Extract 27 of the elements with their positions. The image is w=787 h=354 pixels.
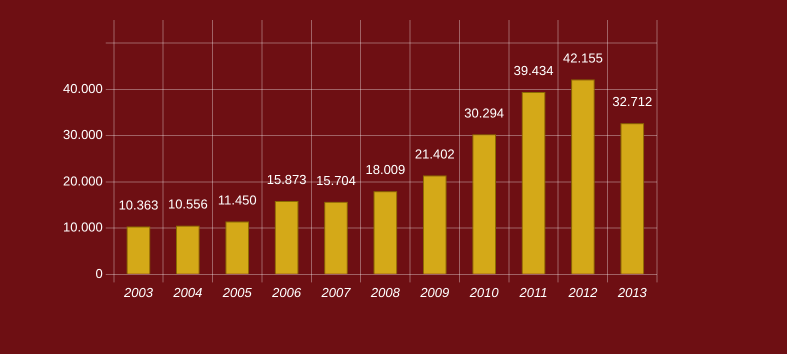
y-tick-label: 0 (96, 266, 103, 281)
data-label: 42.155 (563, 50, 603, 66)
x-tick-label: 2005 (222, 284, 252, 300)
x-tick-label: 2013 (616, 284, 648, 300)
x-tick-label: 2012 (567, 284, 598, 300)
x-tick-label: 2003 (122, 284, 154, 300)
y-tick-label: 30.000 (62, 127, 103, 142)
x-tick-label: 2004 (172, 284, 202, 300)
data-label: 39.434 (514, 63, 554, 78)
data-label: 10.363 (118, 198, 158, 213)
data-label: 11.450 (218, 192, 257, 208)
data-label: 10.556 (168, 196, 208, 212)
x-tick-label: 2006 (271, 284, 302, 300)
x-tick-label: 2008 (370, 284, 401, 300)
y-tick-label: 20.000 (62, 173, 103, 188)
y-tick-label: 10.000 (62, 220, 103, 235)
x-tick-label: 2009 (419, 284, 450, 300)
x-tick-label: 2007 (320, 284, 352, 300)
y-tick-label: 40.000 (62, 80, 103, 96)
data-label: 30.294 (464, 105, 504, 120)
data-label: 15.704 (316, 172, 356, 188)
x-tick-label: 2011 (518, 284, 548, 300)
data-label: 18.009 (366, 162, 406, 178)
data-label: 15.873 (266, 172, 306, 188)
x-tick-label: 2010 (468, 284, 500, 300)
data-label: 32.712 (612, 94, 652, 110)
data-label: 21.402 (414, 146, 455, 162)
